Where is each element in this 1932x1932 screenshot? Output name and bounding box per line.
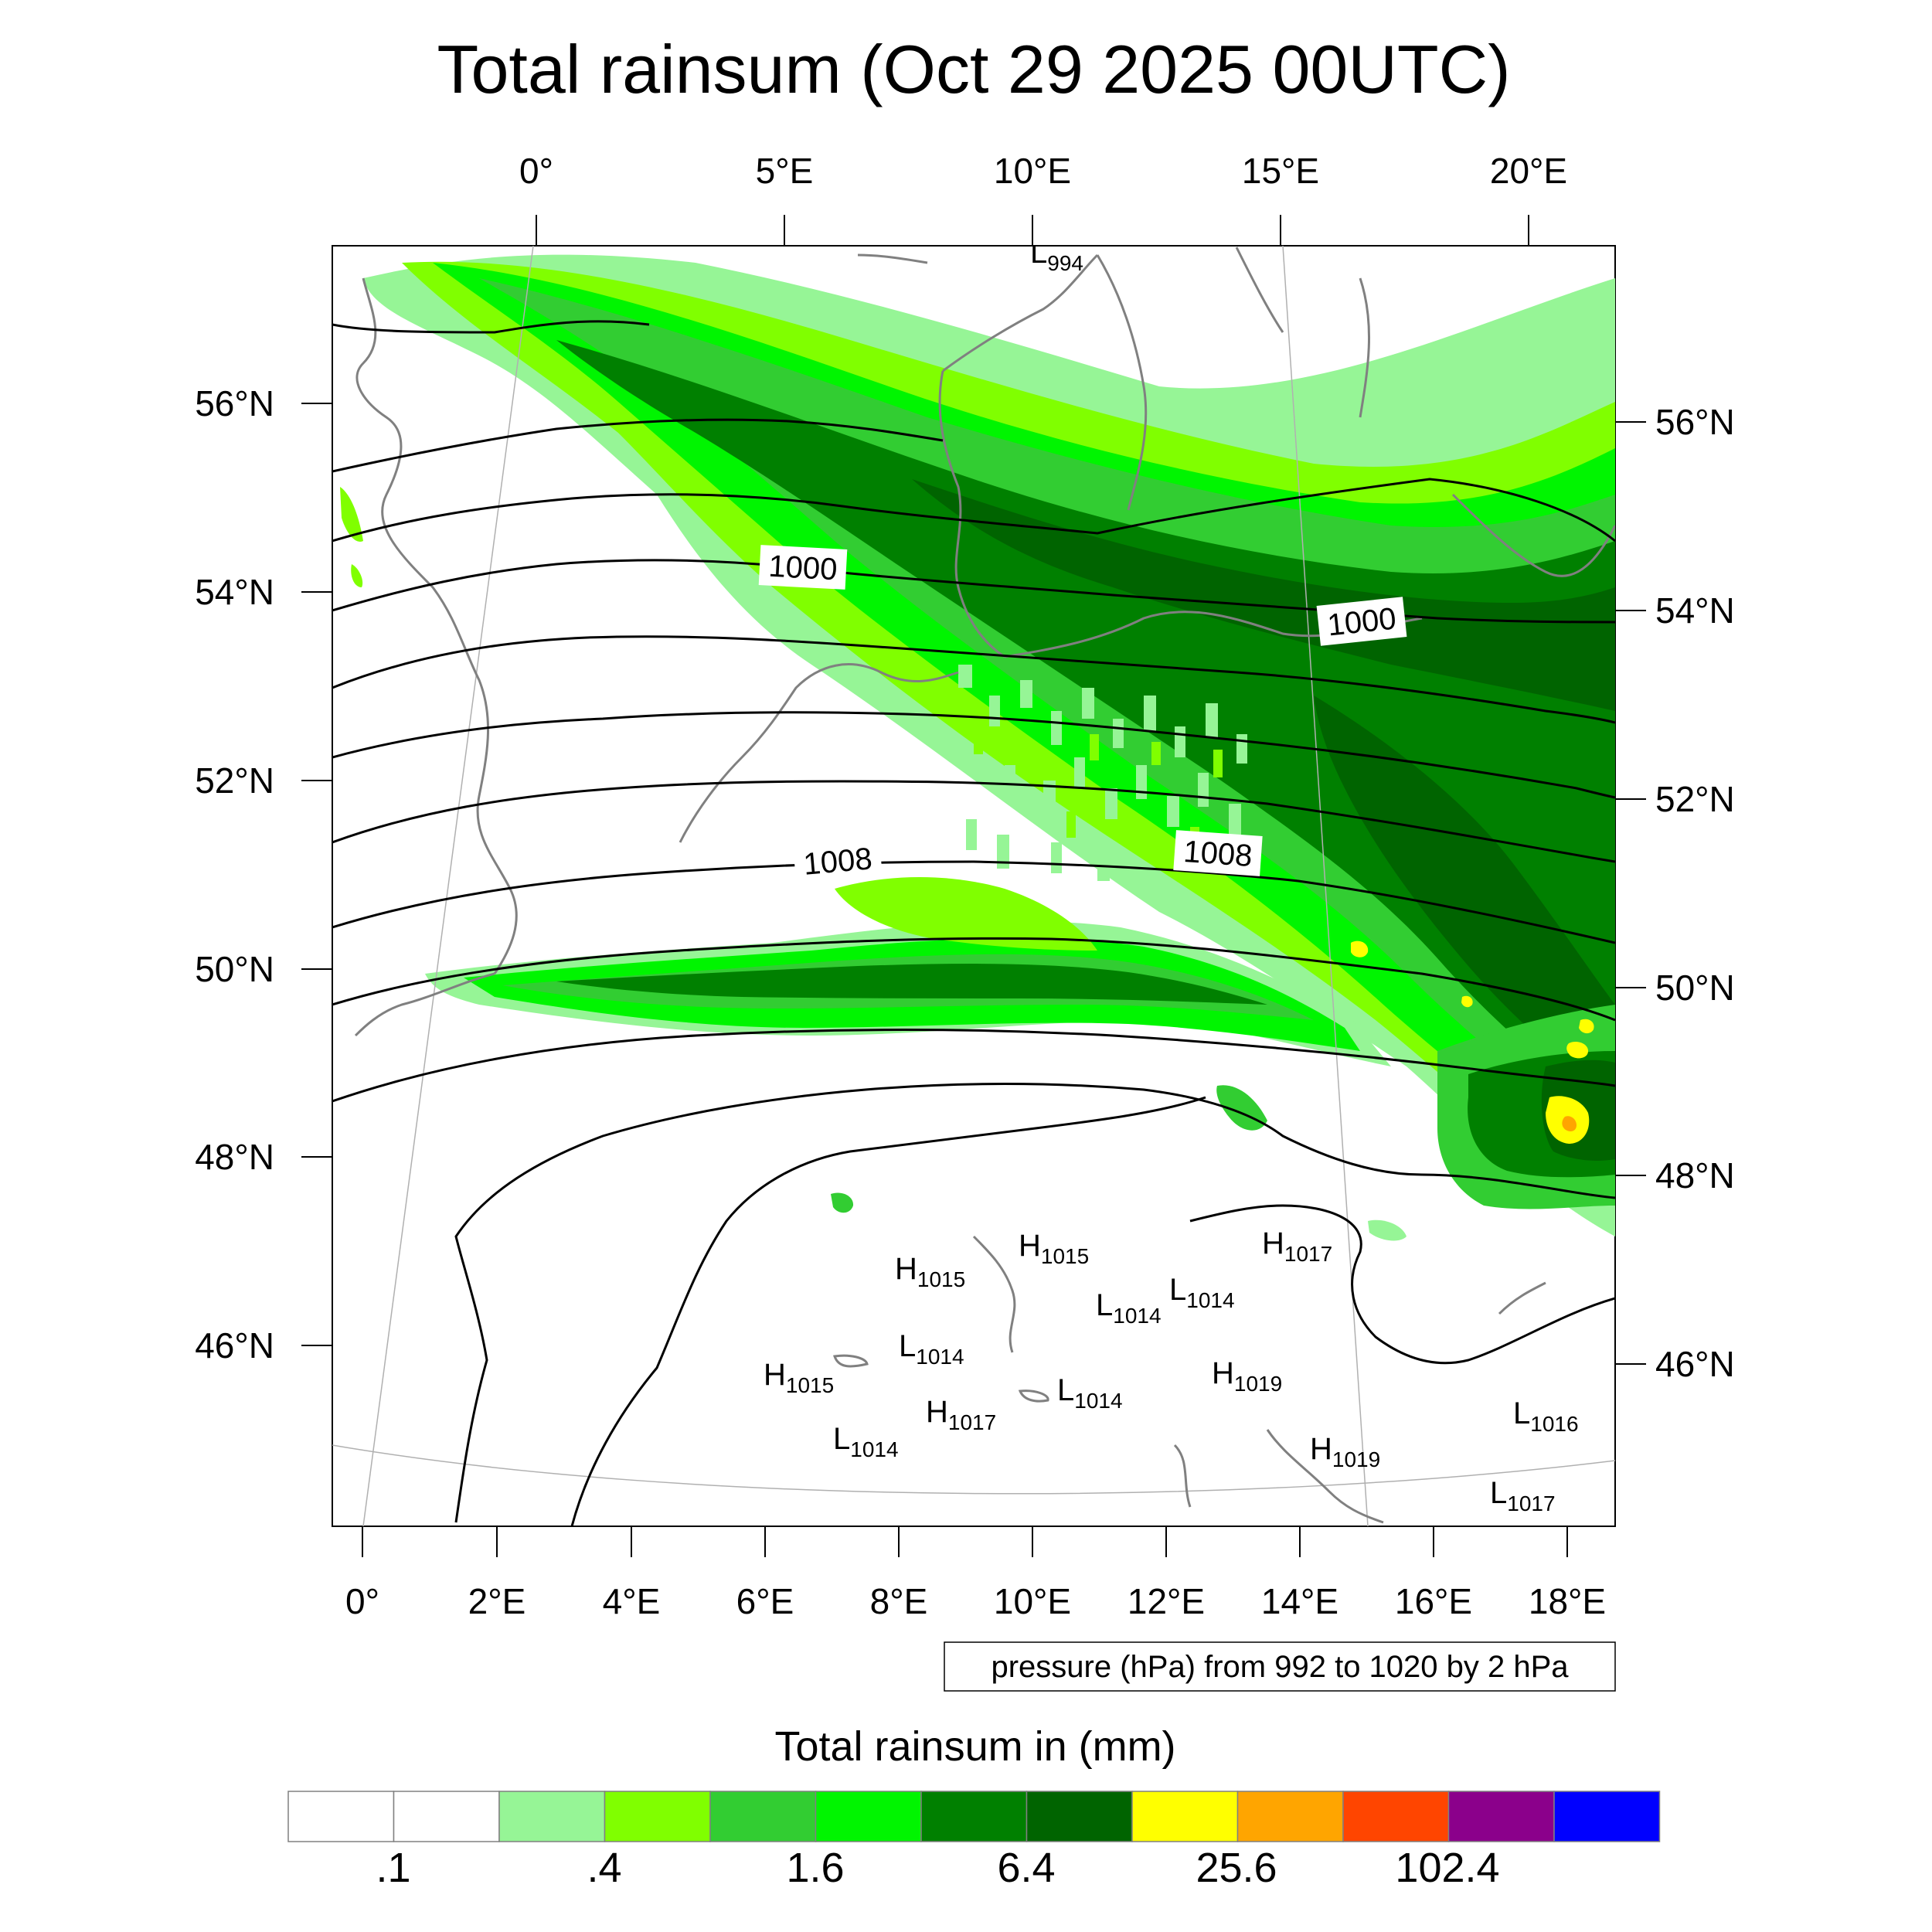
- lat-tick-label: 50°N: [195, 949, 274, 989]
- lat-tick-label: 52°N: [1655, 779, 1735, 819]
- isobar-label: 1008: [802, 842, 873, 882]
- colorbar: Total rainsum in (mm) .1 .4 1.6 6.4 25.6…: [287, 1723, 1661, 1891]
- lat-tick-label: 46°N: [195, 1325, 274, 1366]
- lon-tick-label: 12°E: [1128, 1581, 1205, 1621]
- pressure-center-label: L1017: [1490, 1476, 1556, 1515]
- pressure-center-label: L1014: [1096, 1288, 1162, 1328]
- colorbar-box: [709, 1791, 817, 1842]
- pressure-center-label: H1017: [926, 1395, 996, 1434]
- lon-tick-label: 2°E: [468, 1581, 526, 1621]
- pressure-center-label: L1014: [1169, 1273, 1235, 1312]
- pressure-note-text: pressure (hPa) from 992 to 1020 by 2 hPa: [991, 1650, 1569, 1684]
- colorbar-box: [1026, 1791, 1133, 1842]
- pressure-center-label: H1019: [1212, 1356, 1282, 1396]
- lon-tick-label: 0°: [345, 1581, 379, 1621]
- isobars: [332, 320, 1615, 1526]
- lon-tick-label: 14°E: [1261, 1581, 1338, 1621]
- colorbar-labels: .1 .4 1.6 6.4 25.6 102.4: [376, 1845, 1499, 1891]
- pressure-center-label: H1015: [764, 1358, 834, 1397]
- bottom-longitude-labels: 0° 2°E 4°E 6°E 8°E 10°E 12°E 14°E 16°E 1…: [345, 1581, 1606, 1621]
- colorbar-box: [1553, 1791, 1661, 1842]
- lon-tick-label: 20°E: [1490, 151, 1567, 191]
- colorbar-label: 25.6: [1196, 1845, 1277, 1891]
- pressure-center-label: H1019: [1310, 1432, 1380, 1471]
- pressure-center-label: H1015: [895, 1252, 965, 1291]
- pressure-center-label: L1014: [1057, 1373, 1123, 1413]
- colorbar-box: [498, 1791, 606, 1842]
- colorbar-boxes: [287, 1791, 1661, 1842]
- lon-tick-label: 8°E: [870, 1581, 928, 1621]
- colorbar-title: Total rainsum in (mm): [774, 1723, 1175, 1770]
- lat-tick-label: 46°N: [1655, 1344, 1735, 1384]
- lat-tick-label: 54°N: [1655, 590, 1735, 631]
- isobar-label: 1008: [1182, 835, 1253, 873]
- colorbar-box: [604, 1791, 711, 1842]
- lon-tick-label: 15°E: [1242, 151, 1319, 191]
- lat-tick-label: 52°N: [195, 760, 274, 801]
- pressure-center-label: L1016: [1513, 1396, 1579, 1436]
- pressure-center-label: L1014: [899, 1329, 964, 1369]
- colorbar-box: [815, 1791, 922, 1842]
- colorbar-label: .1: [376, 1845, 410, 1891]
- lon-tick-label: 4°E: [603, 1581, 661, 1621]
- colorbar-box: [1131, 1791, 1239, 1842]
- colorbar-label: 6.4: [997, 1845, 1055, 1891]
- lon-tick-label: 10°E: [994, 151, 1071, 191]
- lon-tick-label: 18°E: [1529, 1581, 1606, 1621]
- isobar-labels: 1000 1000 1008 1008: [758, 545, 1407, 885]
- frame-ticks: [301, 215, 1646, 1557]
- colorbar-box: [1447, 1791, 1555, 1842]
- pressure-center-label: H1015: [1019, 1229, 1089, 1268]
- isobar-label: 1000: [767, 549, 838, 587]
- pressure-note: pressure (hPa) from 992 to 1020 by 2 hPa: [944, 1641, 1616, 1692]
- lat-tick-label: 56°N: [195, 383, 274, 423]
- colorbar-box: [1236, 1791, 1344, 1842]
- colorbar-box: [287, 1791, 395, 1842]
- lat-tick-label: 48°N: [195, 1137, 274, 1177]
- lon-tick-label: 16°E: [1395, 1581, 1472, 1621]
- colorbar-label: 102.4: [1395, 1845, 1499, 1891]
- top-longitude-labels: 0° 5°E 10°E 15°E 20°E: [519, 151, 1567, 191]
- lon-tick-label: 5°E: [756, 151, 814, 191]
- colorbar-box: [393, 1791, 500, 1842]
- lat-tick-label: 56°N: [1655, 402, 1735, 442]
- colorbar-label: 1.6: [786, 1845, 844, 1891]
- lat-tick-label: 54°N: [195, 572, 274, 612]
- pressure-centers: L994 H1015 H1015 H1017 L1014 L1014 L1014…: [764, 236, 1579, 1515]
- precipitation-field: [340, 254, 1615, 1241]
- right-latitude-labels: 56°N 54°N 52°N 50°N 48°N 46°N: [1655, 402, 1735, 1384]
- lon-tick-label: 0°: [519, 151, 553, 191]
- colorbar-label: .4: [587, 1845, 621, 1891]
- isobar-label: 1000: [1326, 601, 1398, 642]
- colorbar-box: [1342, 1791, 1450, 1842]
- lat-tick-label: 50°N: [1655, 968, 1735, 1008]
- pressure-center-label: L994: [1030, 236, 1083, 275]
- pressure-center-label: L1014: [833, 1422, 899, 1461]
- lat-tick-label: 48°N: [1655, 1155, 1735, 1196]
- lon-tick-label: 10°E: [994, 1581, 1071, 1621]
- colorbar-box: [920, 1791, 1028, 1842]
- lon-tick-label: 6°E: [736, 1581, 794, 1621]
- map-title: Total rainsum (Oct 29 2025 00UTC): [437, 31, 1510, 107]
- pressure-center-label: H1017: [1262, 1226, 1332, 1266]
- map-panel: 1000 1000 1008 1008 L994 H1015 H1015 H10…: [195, 151, 1735, 1621]
- left-latitude-labels: 56°N 54°N 52°N 50°N 48°N 46°N: [195, 383, 274, 1366]
